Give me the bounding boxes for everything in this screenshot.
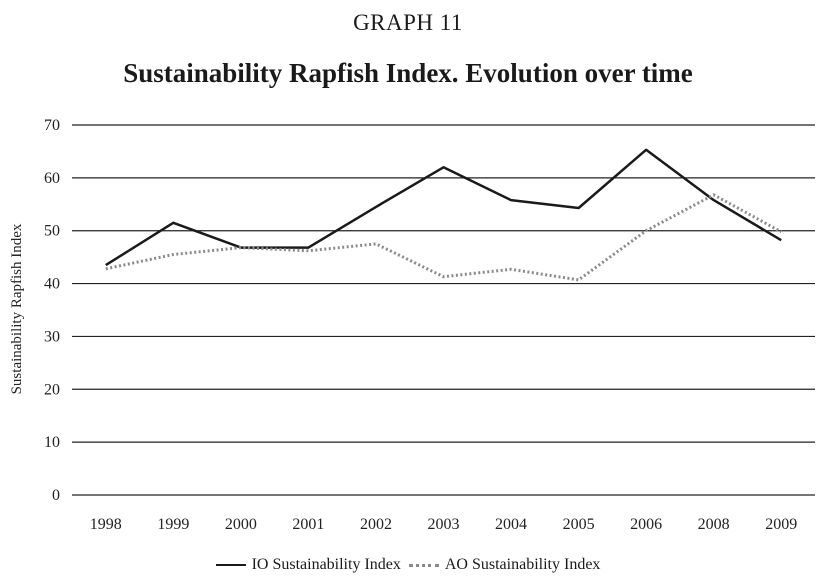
y-tick-label: 70 [44, 117, 60, 134]
y-tick-label: 30 [44, 328, 60, 345]
chart-title: Sustainability Rapfish Index. Evolution … [123, 58, 693, 88]
series-lines [105, 148, 782, 282]
legend-label-io: IO Sustainability Index [251, 556, 401, 573]
x-tick-label: 2009 [765, 516, 797, 533]
y-tick-labels: 0 10 20 30 40 50 60 70 [44, 117, 60, 504]
legend-label-ao: AO Sustainability Index [444, 556, 601, 573]
x-tick-labels: 1998 1999 2000 2001 2002 2003 2004 2005 2006 2008… [90, 516, 797, 533]
series-line-ao [105, 193, 782, 282]
y-tick-label: 40 [44, 276, 60, 293]
x-tick-label: 1998 [90, 516, 122, 533]
grid-lines [72, 124, 815, 496]
y-tick-label: 20 [44, 381, 60, 398]
y-tick-label: 50 [44, 223, 60, 240]
x-tick-label: 1999 [157, 516, 189, 533]
x-tick-label: 2006 [630, 516, 662, 533]
x-tick-label: 2003 [428, 516, 460, 533]
y-tick-label: 60 [44, 170, 60, 187]
x-tick-label: 2005 [563, 516, 595, 533]
legend-swatch-dotted-icon [408, 563, 439, 567]
y-tick-label: 0 [52, 487, 60, 504]
series-line-io [105, 148, 782, 267]
legend-swatch-solid-icon [215, 564, 246, 566]
legend: IO Sustainability Index AO Sustainabilit… [0, 556, 816, 574]
y-tick-label: 10 [44, 434, 60, 451]
legend-item-io: IO Sustainability Index [215, 556, 401, 574]
x-tick-label: 2002 [360, 516, 392, 533]
x-tick-label: 2001 [292, 516, 324, 533]
x-tick-label: 2008 [698, 516, 730, 533]
x-tick-label: 2004 [495, 516, 527, 533]
legend-item-ao: AO Sustainability Index [408, 556, 601, 574]
graph-label: GRAPH 11 [353, 10, 463, 35]
y-axis-title: Sustainability Rapfish Index [9, 223, 25, 394]
x-tick-label: 2000 [225, 516, 257, 533]
